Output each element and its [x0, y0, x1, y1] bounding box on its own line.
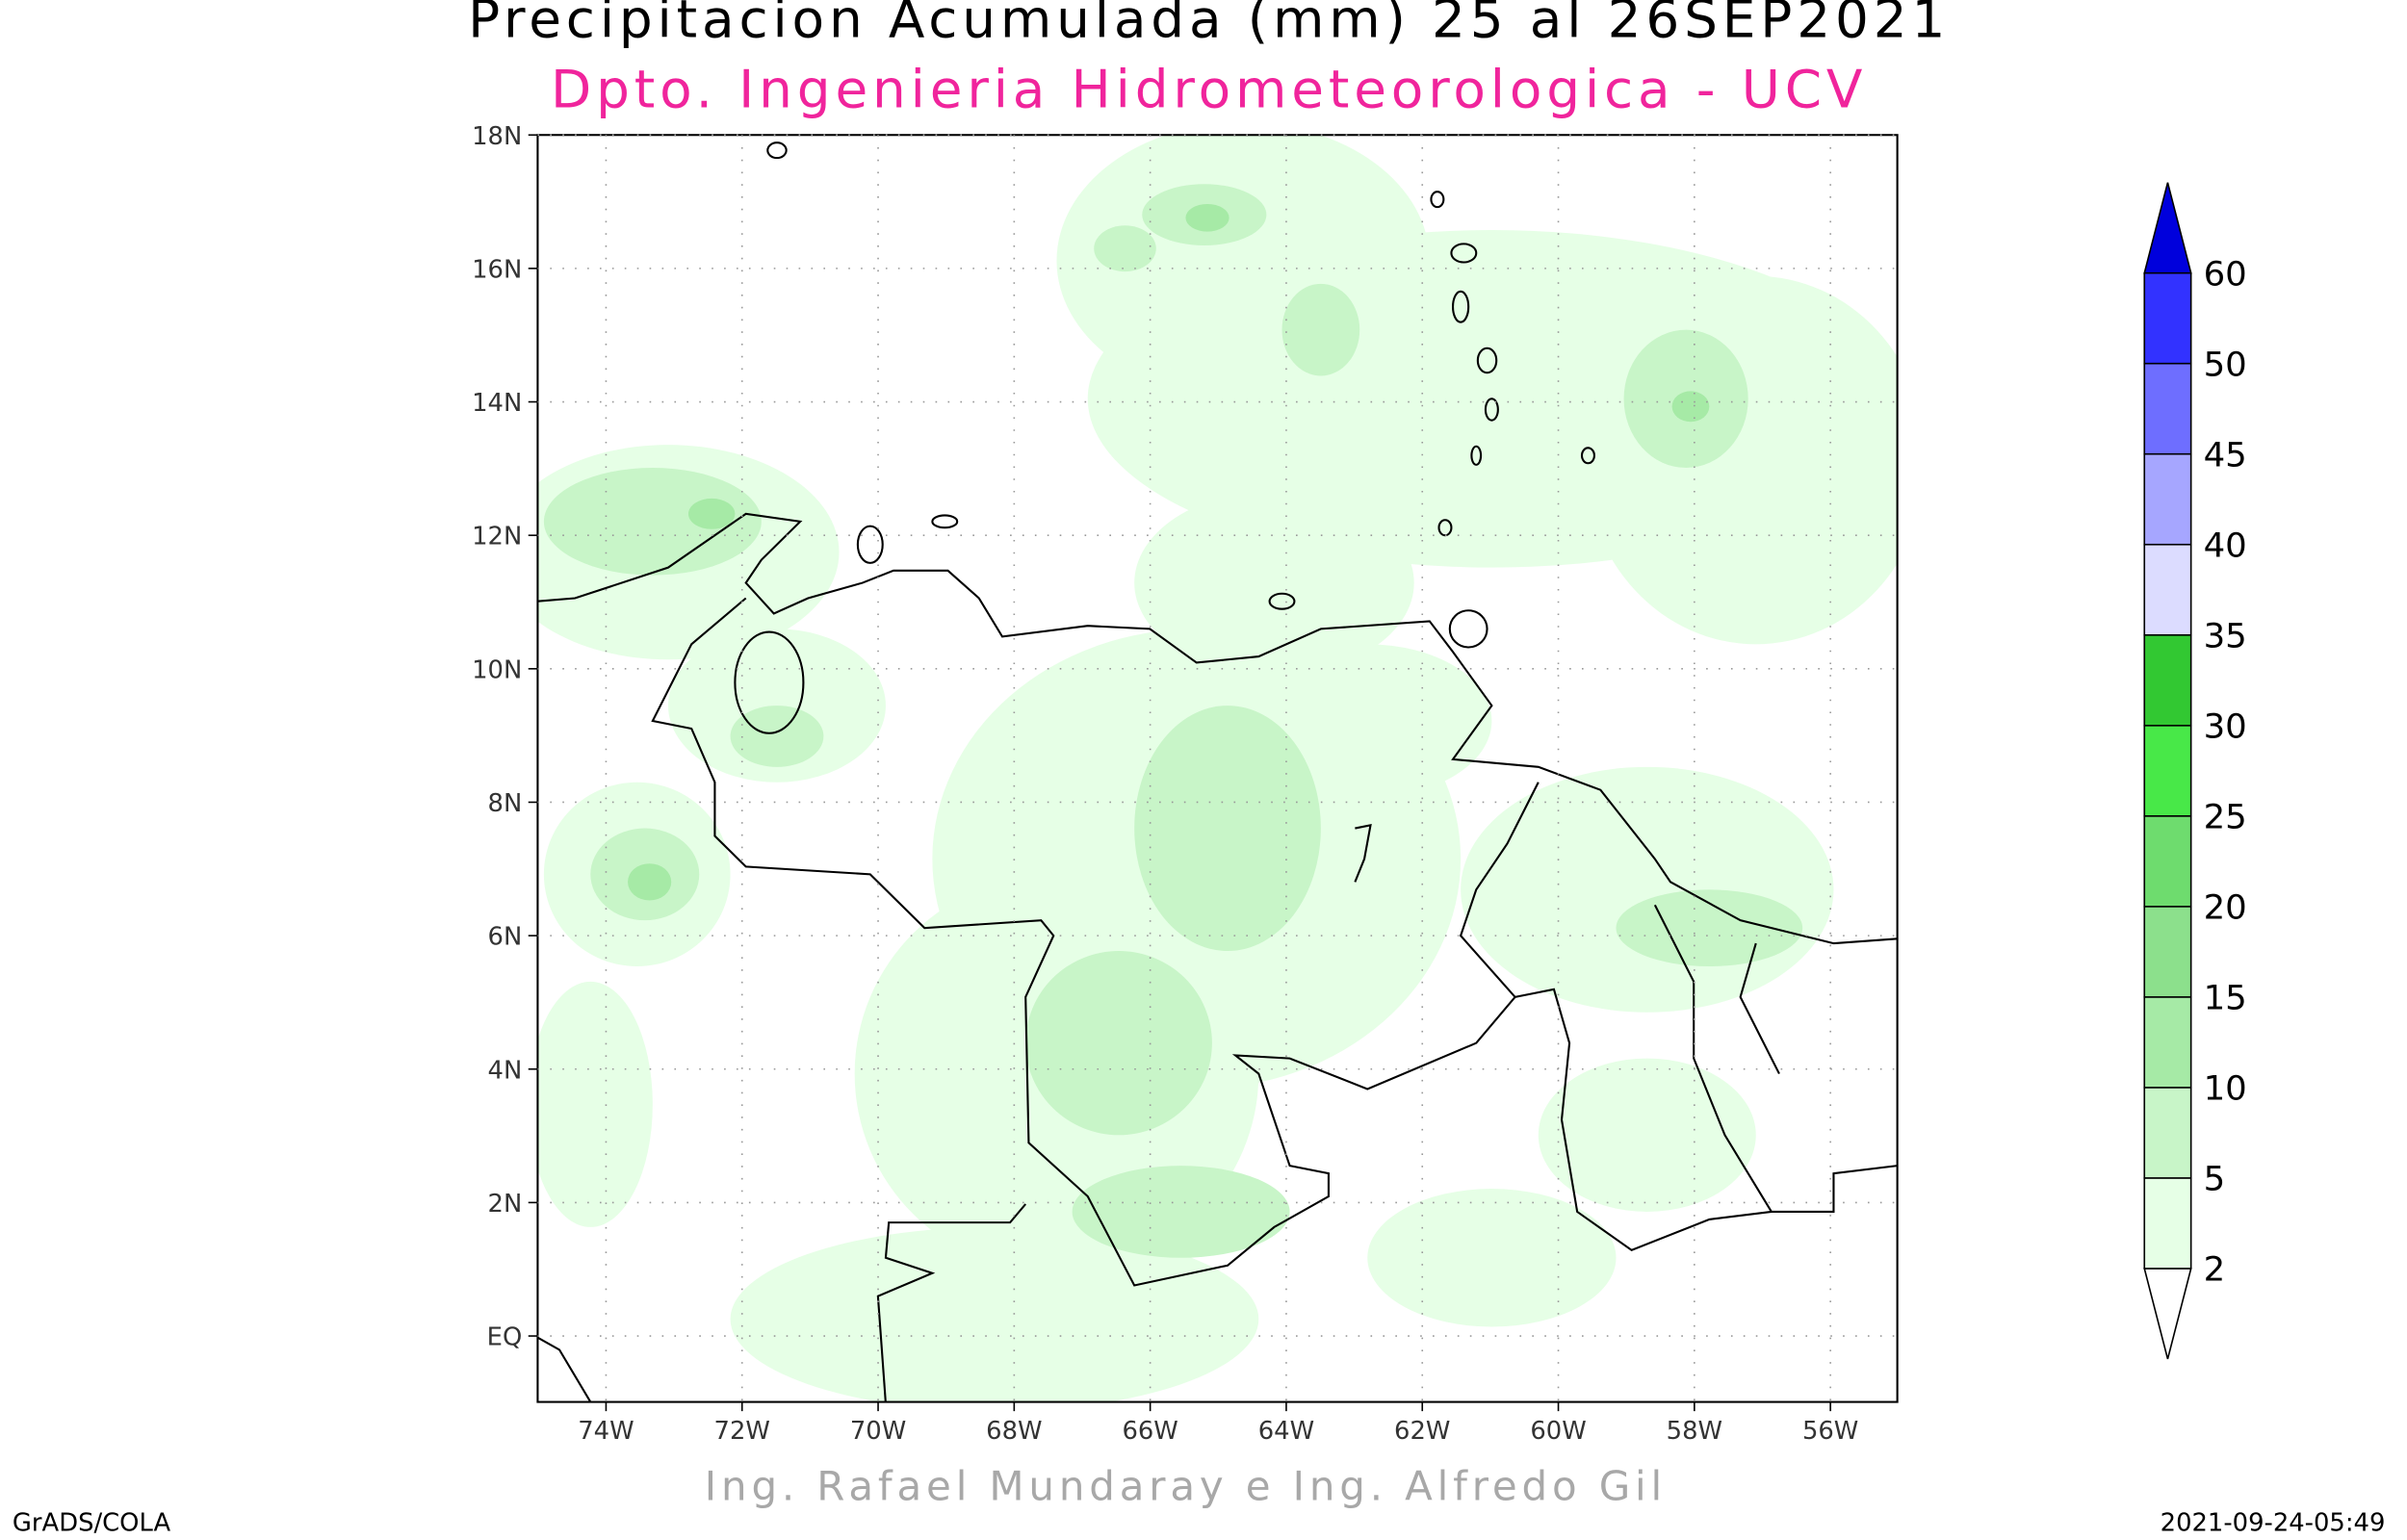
lat-label: 4N [488, 1056, 523, 1085]
colorbar-label: 5 [2204, 1160, 2226, 1199]
colorbar-label: 60 [2204, 255, 2247, 295]
lat-label: 16N [472, 256, 522, 285]
colorbar-high [2143, 182, 2192, 274]
lon-label: 72W [714, 1417, 770, 1446]
lon-label: 64W [1258, 1417, 1314, 1446]
lat-label: 10N [472, 656, 522, 685]
title: Precipitacion Acumulada (mm) 25 al 26SEP… [468, 0, 1950, 49]
credit: Ing. Rafael Mundaray e Ing. Alfredo Gil [705, 1463, 1667, 1510]
lat-label: 2N [488, 1190, 523, 1219]
coastlines [537, 141, 1898, 1402]
colorbar-label: 25 [2204, 798, 2247, 837]
colorbar-label: 35 [2204, 617, 2247, 656]
colorbar-box [2143, 1177, 2192, 1270]
colorbar-box [2143, 996, 2192, 1089]
software: GrADS/COLA [13, 1509, 171, 1538]
colorbar-label: 30 [2204, 707, 2247, 747]
lat-label: EQ [487, 1323, 523, 1352]
colorbar-box [2143, 633, 2192, 727]
lon-label: 70W [850, 1417, 906, 1446]
colorbar-label: 40 [2204, 526, 2247, 566]
precip-field [537, 135, 1898, 1402]
lon-label: 74W [578, 1417, 634, 1446]
lat-label: 6N [488, 923, 523, 952]
lat-label: 18N [472, 122, 522, 151]
lon-label: 60W [1530, 1417, 1586, 1446]
lon-label: 68W [986, 1417, 1042, 1446]
colorbar-label: 10 [2204, 1069, 2247, 1109]
lon-label: 66W [1122, 1417, 1178, 1446]
colorbar-label: 2 [2204, 1250, 2226, 1290]
lat-label: 14N [472, 389, 522, 418]
colorbar-box [2143, 906, 2192, 998]
colorbar-box [2143, 452, 2192, 546]
colorbar-box [2143, 543, 2192, 636]
colorbar-low [2143, 1268, 2192, 1360]
colorbar-box [2143, 271, 2192, 365]
colorbar-box [2143, 815, 2192, 908]
colorbar-label: 20 [2204, 888, 2247, 928]
map-frame [536, 134, 1899, 1403]
colorbar-label: 15 [2204, 979, 2247, 1018]
timestamp: 2021-09-24-05:49 [2161, 1509, 2386, 1538]
colorbar-label: 50 [2204, 346, 2247, 385]
colorbar-box [2143, 1087, 2192, 1179]
lat-label: 8N [488, 789, 523, 818]
colorbar-box [2143, 362, 2192, 455]
lon-label: 58W [1667, 1417, 1722, 1446]
lon-label: 62W [1394, 1417, 1450, 1446]
lon-label: 56W [1802, 1417, 1858, 1446]
colorbar-box [2143, 724, 2192, 817]
subtitle: Dpto. Ingenieria Hidrometeorologica - UC… [551, 59, 1867, 120]
lat-label: 12N [472, 523, 522, 552]
colorbar-label: 45 [2204, 436, 2247, 475]
